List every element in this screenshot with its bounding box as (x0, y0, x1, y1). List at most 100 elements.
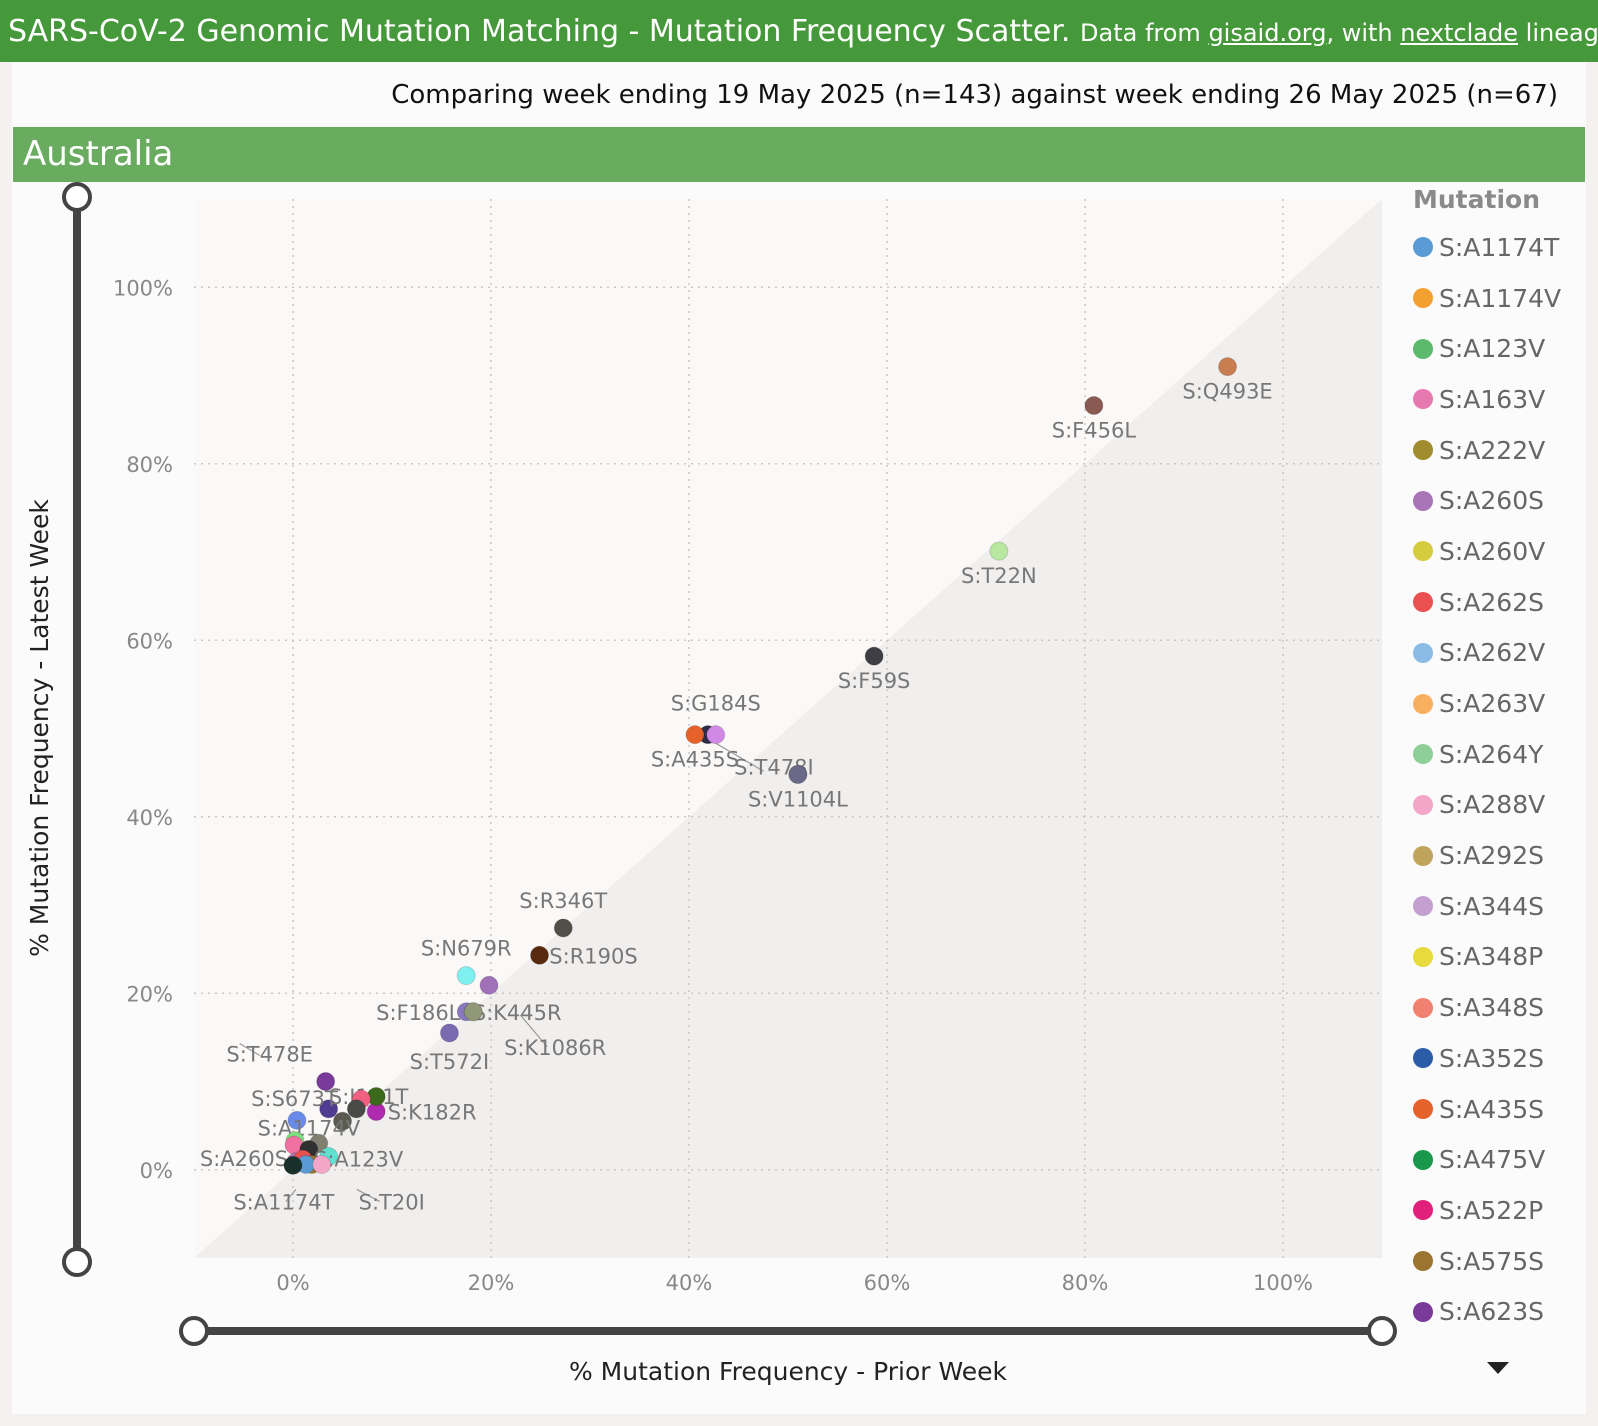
legend-item[interactable]: S:A348P (1405, 932, 1585, 983)
data-point[interactable] (346, 1099, 366, 1119)
legend-marker-icon (1413, 1200, 1433, 1221)
legend-marker-icon (1413, 896, 1433, 917)
data-point[interactable] (479, 975, 499, 995)
legend-marker-icon (1413, 997, 1433, 1018)
data-point[interactable] (456, 966, 476, 986)
data-label: S:R346T (519, 889, 607, 913)
legend-item[interactable]: S:A292S (1405, 830, 1585, 881)
legend-items: S:A1174T S:A1174V S:A123V S:A163V S:A222V S:A… (1405, 222, 1585, 1337)
legend-marker-icon (1413, 288, 1433, 309)
data-point[interactable] (553, 918, 573, 938)
legend-item[interactable]: S:A435S (1405, 1084, 1585, 1135)
report-title: SARS-CoV-2 Genomic Mutation Matching - M… (8, 14, 1598, 49)
data-point[interactable] (864, 646, 884, 666)
title-text: SARS-CoV-2 Genomic Mutation Matching - M… (8, 14, 1071, 49)
legend-label: S:A264Y (1439, 739, 1544, 769)
x-tick-label: 80% (1062, 1271, 1109, 1295)
data-point[interactable] (530, 945, 550, 965)
legend-label: S:A575S (1439, 1246, 1544, 1276)
legend-marker-icon (1413, 693, 1433, 714)
legend-item[interactable]: S:A352S (1405, 1033, 1585, 1084)
legend-marker-icon (1413, 1149, 1433, 1170)
y-range-handle-bottom[interactable] (62, 1247, 92, 1277)
data-label: S:Q493E (1182, 380, 1272, 404)
legend-item[interactable]: S:A344S (1405, 881, 1585, 932)
nextclade-link[interactable]: nextclade (1400, 19, 1519, 47)
data-label: S:R190S (549, 944, 637, 968)
data-point[interactable] (788, 764, 808, 784)
data-point[interactable] (685, 725, 705, 745)
legend-label: S:A222V (1439, 435, 1546, 465)
data-point[interactable] (439, 1023, 459, 1043)
legend-item[interactable]: S:A522P (1405, 1185, 1585, 1236)
data-point[interactable] (287, 1110, 307, 1130)
legend-item[interactable]: S:A260S (1405, 475, 1585, 526)
data-point[interactable] (333, 1111, 352, 1131)
data-label: S:F186L (376, 1001, 461, 1025)
data-label: S:T478E (226, 1043, 313, 1067)
legend-label: S:A352S (1439, 1043, 1544, 1073)
data-label: S:V1104L (748, 787, 848, 811)
label-leader-line (239, 1042, 260, 1057)
legend-marker-icon (1413, 389, 1433, 410)
data-label: S:A435S (651, 748, 739, 772)
y-tick-label: 0% (140, 1159, 173, 1183)
data-point[interactable] (706, 725, 726, 745)
legend-marker-icon (1413, 541, 1433, 562)
data-point[interactable] (989, 541, 1009, 561)
legend-item[interactable]: S:A260V (1405, 526, 1585, 577)
data-label: S:K1086R (504, 1036, 606, 1060)
source-suffix: lineages. So (1525, 19, 1598, 47)
data-label: S:T20I (359, 1190, 425, 1214)
legend-label: S:A522P (1439, 1195, 1544, 1225)
y-tick-label: 100% (113, 276, 173, 300)
legend-item[interactable]: S:A163V (1405, 374, 1585, 425)
legend-label: S:A260S (1439, 486, 1544, 516)
legend-marker-icon (1413, 744, 1433, 765)
legend-label: S:A348P (1439, 942, 1544, 972)
legend-item[interactable]: S:A623S (1405, 1286, 1585, 1337)
legend-item[interactable]: S:A123V (1405, 323, 1585, 374)
y-range-handle-top[interactable] (62, 182, 92, 212)
legend-item[interactable]: S:A222V (1405, 425, 1585, 476)
legend-label: S:A348S (1439, 993, 1544, 1023)
data-point[interactable] (283, 1155, 303, 1175)
legend-item[interactable]: S:A348S (1405, 982, 1585, 1033)
data-point[interactable] (312, 1154, 332, 1174)
data-label: S:A260S (200, 1147, 288, 1171)
data-label: S:G184S (671, 692, 761, 716)
label-leader-line (715, 742, 765, 772)
data-point[interactable] (1084, 396, 1104, 416)
legend-marker-icon (1413, 237, 1433, 258)
legend-item[interactable]: S:A1174T (1405, 222, 1585, 273)
legend-marker-icon (1413, 1301, 1433, 1322)
data-point[interactable] (1218, 357, 1238, 377)
data-point[interactable] (463, 1002, 483, 1022)
title-bar: SARS-CoV-2 Genomic Mutation Matching - M… (0, 0, 1598, 62)
legend-marker-icon (1413, 1099, 1433, 1120)
legend-item[interactable]: S:A475V (1405, 1134, 1585, 1185)
y-tick-label: 60% (126, 629, 173, 653)
legend-marker-icon (1413, 1251, 1433, 1272)
legend-item[interactable]: S:A262V (1405, 628, 1585, 679)
legend-scroll-down-icon[interactable] (1487, 1362, 1509, 1374)
legend-item[interactable]: S:A264Y (1405, 729, 1585, 780)
label-leader-line (519, 1014, 548, 1048)
comparison-subtitle: Comparing week ending 19 May 2025 (n=143… (391, 80, 1558, 110)
gisaid-link[interactable]: gisaid.org (1208, 19, 1327, 47)
legend-label: S:A475V (1439, 1145, 1546, 1175)
y-axis-title: % Mutation Frequency - Latest Week (25, 499, 54, 957)
legend-item[interactable]: S:A263V (1405, 678, 1585, 729)
data-point[interactable] (319, 1099, 339, 1119)
legend-item[interactable]: S:A575S (1405, 1236, 1585, 1287)
legend-item[interactable]: S:A262S (1405, 577, 1585, 628)
x-range-handle-left[interactable] (179, 1316, 209, 1346)
x-range-handle-right[interactable] (1367, 1316, 1397, 1346)
data-label: S:T22N (961, 564, 1037, 588)
legend-item[interactable]: S:A288V (1405, 780, 1585, 831)
legend-label: S:A292S (1439, 841, 1544, 871)
label-leader-line (285, 1189, 297, 1202)
data-point[interactable] (316, 1072, 336, 1091)
legend-item[interactable]: S:A1174V (1405, 273, 1585, 324)
